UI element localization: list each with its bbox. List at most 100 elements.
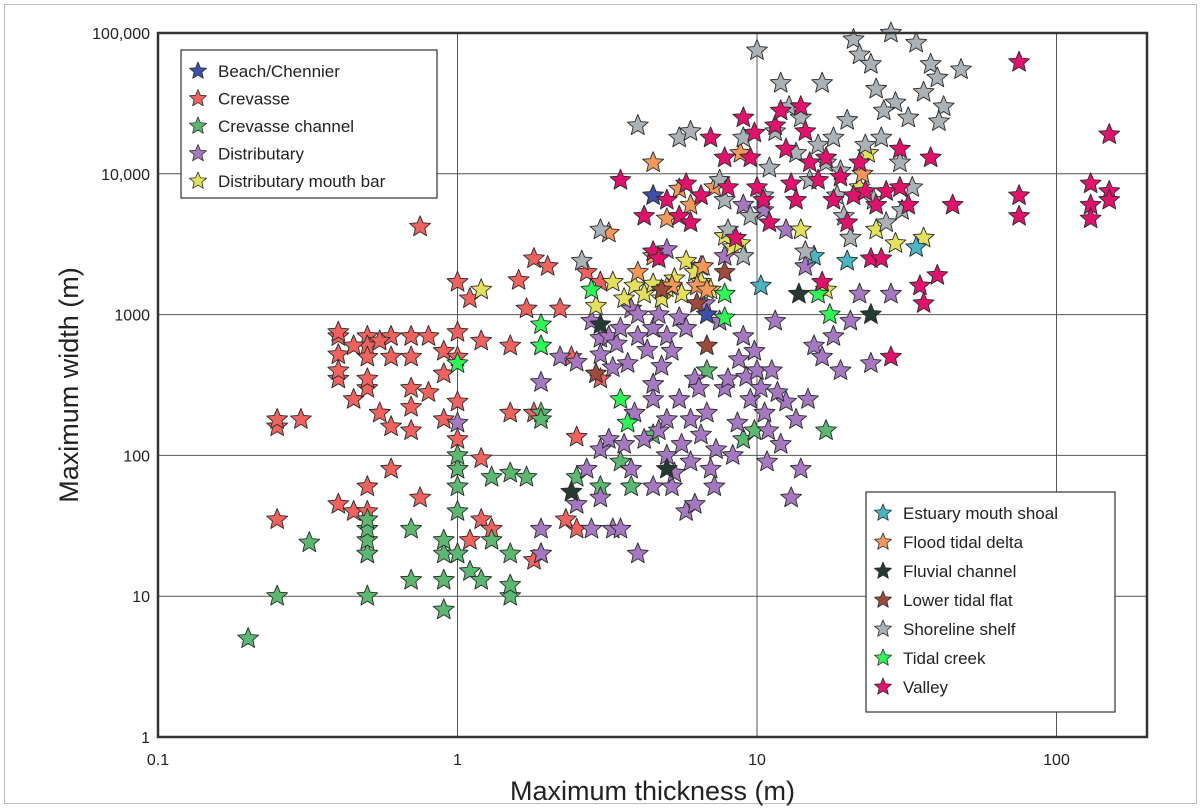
x-tick-label: 1 xyxy=(453,752,462,769)
legend-marker xyxy=(874,619,892,637)
point-crevasse xyxy=(266,415,289,437)
point-distributary-mouth-bar xyxy=(633,282,656,304)
point-shoreline-shelf xyxy=(872,99,895,121)
point-shoreline-shelf xyxy=(713,188,736,210)
point-distributary xyxy=(565,492,588,514)
point-crevasse-channel xyxy=(815,419,837,440)
legend-label: Estuary mouth shoal xyxy=(903,504,1058,523)
point-crevasse-channel xyxy=(499,542,522,564)
point-shoreline-shelf xyxy=(732,244,755,266)
point-distributary xyxy=(797,387,819,409)
point-valley xyxy=(1008,184,1030,205)
point-valley xyxy=(679,211,702,232)
point-valley xyxy=(758,211,781,232)
point-valley xyxy=(854,179,877,201)
point-crevasse xyxy=(470,329,493,351)
point-distributary xyxy=(839,309,862,331)
point-estuary-mouth-shoal xyxy=(905,235,928,257)
point-distributary xyxy=(794,254,817,276)
point-distributary xyxy=(785,408,807,429)
point-crevasse xyxy=(368,401,391,423)
point-distributary xyxy=(647,419,670,440)
point-shoreline-shelf xyxy=(950,58,972,79)
point-shoreline-shelf xyxy=(865,77,888,99)
legend-label: Crevasse xyxy=(218,90,290,109)
point-distributary xyxy=(670,432,693,454)
point-valley xyxy=(647,247,670,268)
point-distributary xyxy=(721,443,744,465)
legend-top-left: Beach/Chennier Crevasse Crevasse channel Di… xyxy=(180,49,438,199)
point-distributary xyxy=(589,343,612,364)
point-distributary xyxy=(609,517,632,539)
point-valley xyxy=(1098,123,1121,144)
point-crevasse xyxy=(409,486,431,508)
point-crevasse xyxy=(458,528,481,550)
point-distributary xyxy=(650,354,673,376)
point-distributary xyxy=(530,370,552,392)
point-crevasse-channel xyxy=(499,573,522,595)
point-crevasse xyxy=(470,447,493,468)
point-valley xyxy=(739,146,762,168)
point-valley xyxy=(870,247,893,268)
point-shoreline-shelf xyxy=(926,66,949,88)
point-crevasse xyxy=(380,345,402,367)
point-tidal-creek xyxy=(713,282,736,304)
legend-label: Beach/Chennier xyxy=(218,62,340,81)
point-distributary xyxy=(703,475,726,496)
point-distributary xyxy=(683,492,706,514)
point-distributary xyxy=(739,387,762,409)
point-distributary xyxy=(811,345,834,367)
point-tidal-creek xyxy=(713,306,736,328)
point-valley xyxy=(609,168,632,190)
legend-box xyxy=(865,491,1116,713)
x-axis-title: Maximum thickness (m) xyxy=(510,776,795,806)
point-distributary xyxy=(679,450,702,472)
point-valley xyxy=(794,119,817,141)
point-shoreline-shelf xyxy=(746,39,768,60)
point-shoreline-shelf xyxy=(842,27,865,49)
point-crevasse-channel xyxy=(480,528,503,550)
legend-box xyxy=(180,49,438,199)
point-distributary xyxy=(789,457,812,479)
x-axis-ticks: 0.1 1 10 100 xyxy=(147,752,1070,769)
x-tick-label: 100 xyxy=(1043,752,1070,769)
point-valley xyxy=(941,193,964,215)
point-valley xyxy=(1079,172,1102,194)
legend-label: Distributary xyxy=(218,145,304,164)
legend-marker xyxy=(874,590,892,608)
point-shoreline-shelf xyxy=(928,110,950,131)
legend-label: Valley xyxy=(903,678,949,697)
point-distributary-mouth-bar xyxy=(585,294,607,316)
point-distributary xyxy=(769,432,792,454)
point-lower-tidal-flat xyxy=(713,260,736,282)
point-crevasse-channel xyxy=(432,528,455,550)
point-crevasse xyxy=(289,408,312,429)
point-distributary xyxy=(642,372,665,394)
point-valley xyxy=(690,184,712,205)
point-distributary xyxy=(605,332,628,354)
point-shoreline-shelf xyxy=(739,204,762,226)
point-estuary-mouth-shoal xyxy=(749,274,772,296)
legend-label: Fluvial channel xyxy=(903,562,1016,581)
point-crevasse-channel xyxy=(499,584,522,606)
point-crevasse-channel xyxy=(620,475,643,496)
point-crevasse-channel xyxy=(237,627,260,648)
point-crevasse-channel xyxy=(298,531,321,553)
point-beach-chennier xyxy=(695,303,718,324)
point-crevasse-channel xyxy=(515,465,538,487)
point-valley xyxy=(822,188,845,210)
legend-marker xyxy=(874,648,892,666)
y-tick-label: 1 xyxy=(141,730,150,747)
point-crevasse-channel xyxy=(356,528,379,550)
point-valley xyxy=(912,292,935,313)
point-valley xyxy=(897,193,920,215)
point-distributary xyxy=(717,367,739,389)
point-shoreline-shelf xyxy=(888,151,911,172)
legend-marker xyxy=(189,144,207,162)
point-tidal-creek xyxy=(807,282,830,304)
point-distributary-mouth-bar xyxy=(789,218,812,240)
legend-label: Tidal creek xyxy=(903,649,986,668)
point-shoreline-shelf xyxy=(870,126,893,148)
point-valley xyxy=(909,274,931,296)
point-lower-tidal-flat xyxy=(685,292,708,313)
